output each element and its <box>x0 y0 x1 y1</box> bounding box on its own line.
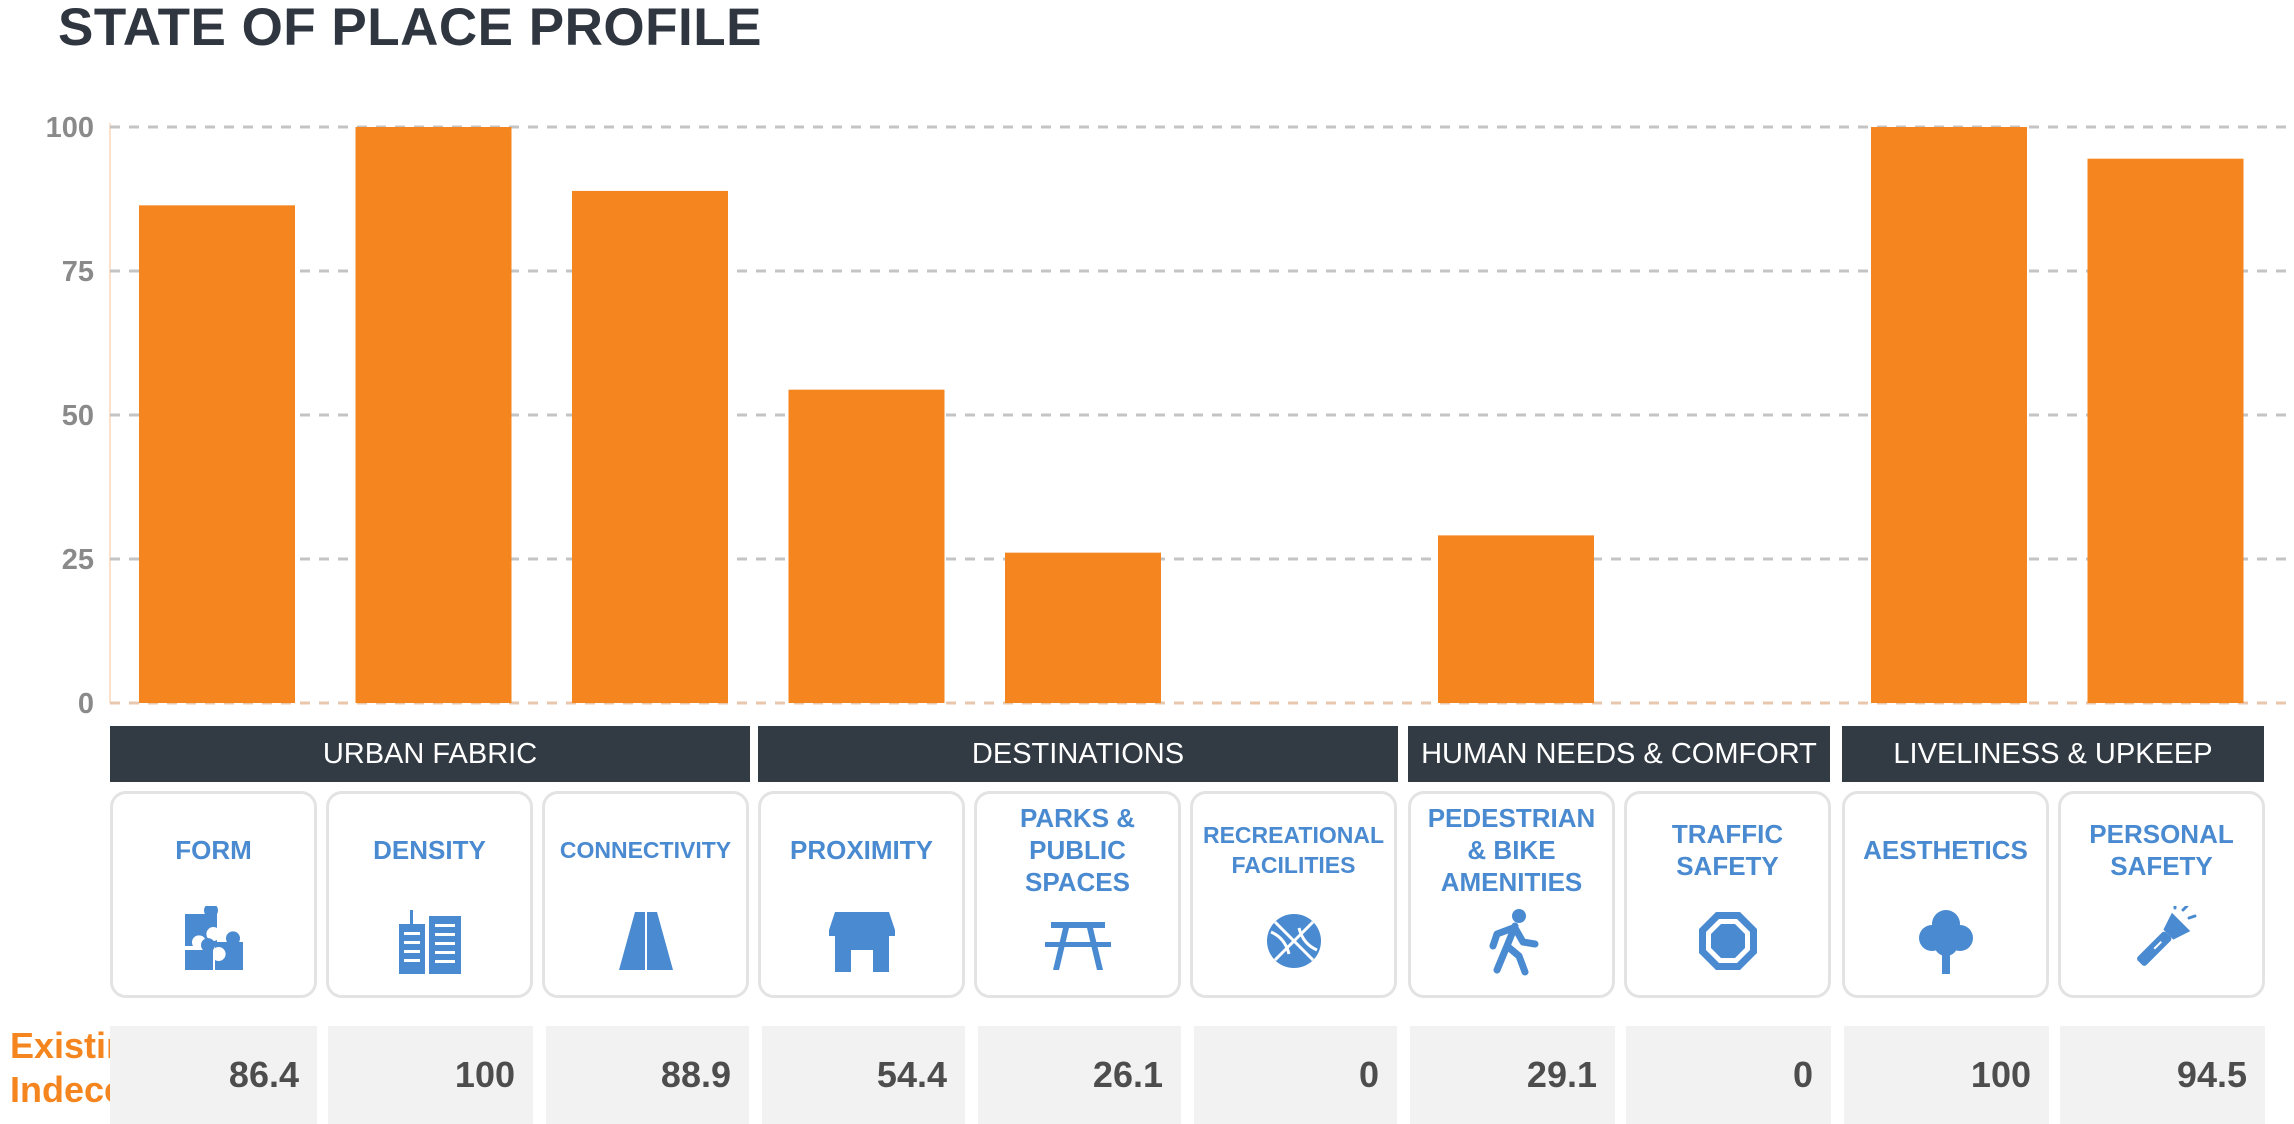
bar-proximity <box>788 389 945 703</box>
card-label: TRAFFIC SAFETY <box>1671 819 1784 881</box>
y-tick-label: 75 <box>62 256 94 288</box>
value-cell-pedestrian: 29.1 <box>1410 1026 1615 1124</box>
value-cell-proximity: 54.4 <box>762 1026 965 1124</box>
card-label: RECREATIONAL FACILITIES <box>1202 822 1384 878</box>
card-personal-safety: PERSONAL SAFETY <box>2058 791 2265 998</box>
card-parks: PARKS & PUBLIC SPACES <box>974 791 1181 998</box>
picnic-table-icon <box>1044 922 1111 970</box>
bar-personal-safety <box>2087 158 2244 703</box>
card-label: CONNECTIVITY <box>559 837 732 863</box>
group-header-liveliness: LIVELINESS & UPKEEP <box>1842 726 2264 782</box>
value-cell-recreation: 0 <box>1194 1026 1397 1124</box>
bar-chart: 0 25 50 75 100 <box>46 112 2294 720</box>
card-label: PARKS & PUBLIC SPACES <box>1019 803 1136 897</box>
value-cell-personal-safety: 94.5 <box>2060 1026 2265 1124</box>
bar-pedestrian-bike-amenities <box>1438 535 1594 703</box>
basketball-icon <box>1266 914 1321 968</box>
card-label: PEDESTRIAN & BIKE AMENITIES <box>1427 803 1596 897</box>
y-tick-label: 50 <box>62 400 94 432</box>
card-connectivity: CONNECTIVITY <box>542 791 749 998</box>
card-traffic-safety: TRAFFIC SAFETY <box>1624 791 1831 998</box>
card-density: DENSITY <box>326 791 533 998</box>
road-icon <box>618 912 673 970</box>
card-label: PERSONAL SAFETY <box>2089 819 2234 881</box>
y-tick-label: 25 <box>62 544 94 576</box>
stop-sign-icon <box>1698 912 1757 970</box>
value-cell-form: 86.4 <box>110 1026 317 1124</box>
bar-density <box>355 127 512 703</box>
card-label: PROXIMITY <box>789 835 933 865</box>
card-proximity: PROXIMITY <box>758 791 965 998</box>
bar-parks-public-spaces <box>1005 552 1161 703</box>
bar-aesthetics <box>1871 127 2027 703</box>
flashlight-icon <box>2136 906 2196 966</box>
bar-connectivity <box>572 190 728 703</box>
value-cell-density: 100 <box>328 1026 533 1124</box>
group-header-urban-fabric: URBAN FABRIC <box>110 726 750 782</box>
value-cell-traffic-safety: 0 <box>1626 1026 1831 1124</box>
bar-form <box>139 205 295 703</box>
card-label: FORM <box>175 835 252 865</box>
card-label: DENSITY <box>373 835 486 865</box>
value-cell-aesthetics: 100 <box>1844 1026 2049 1124</box>
y-tick-label: 100 <box>46 112 94 144</box>
card-form: FORM <box>110 791 317 998</box>
group-header-destinations: DESTINATIONS <box>758 726 1398 782</box>
pedestrian-icon <box>1489 909 1538 976</box>
buildings-icon <box>398 910 461 974</box>
group-header-human-needs: HUMAN NEEDS & COMFORT <box>1408 726 1830 782</box>
puzzle-icon <box>184 906 243 970</box>
value-cell-parks: 26.1 <box>978 1026 1181 1124</box>
value-cell-connectivity: 88.9 <box>546 1026 749 1124</box>
storefront-icon <box>828 912 895 972</box>
card-label: AESTHETICS <box>1863 835 2028 865</box>
y-tick-label: 0 <box>78 688 94 720</box>
tree-icon <box>1918 910 1973 974</box>
card-aesthetics: AESTHETICS <box>1842 791 2049 998</box>
card-recreation: RECREATIONAL FACILITIES <box>1190 791 1397 998</box>
page-title: STATE OF PLACE PROFILE <box>58 0 762 57</box>
card-pedestrian: PEDESTRIAN & BIKE AMENITIES <box>1408 791 1615 998</box>
